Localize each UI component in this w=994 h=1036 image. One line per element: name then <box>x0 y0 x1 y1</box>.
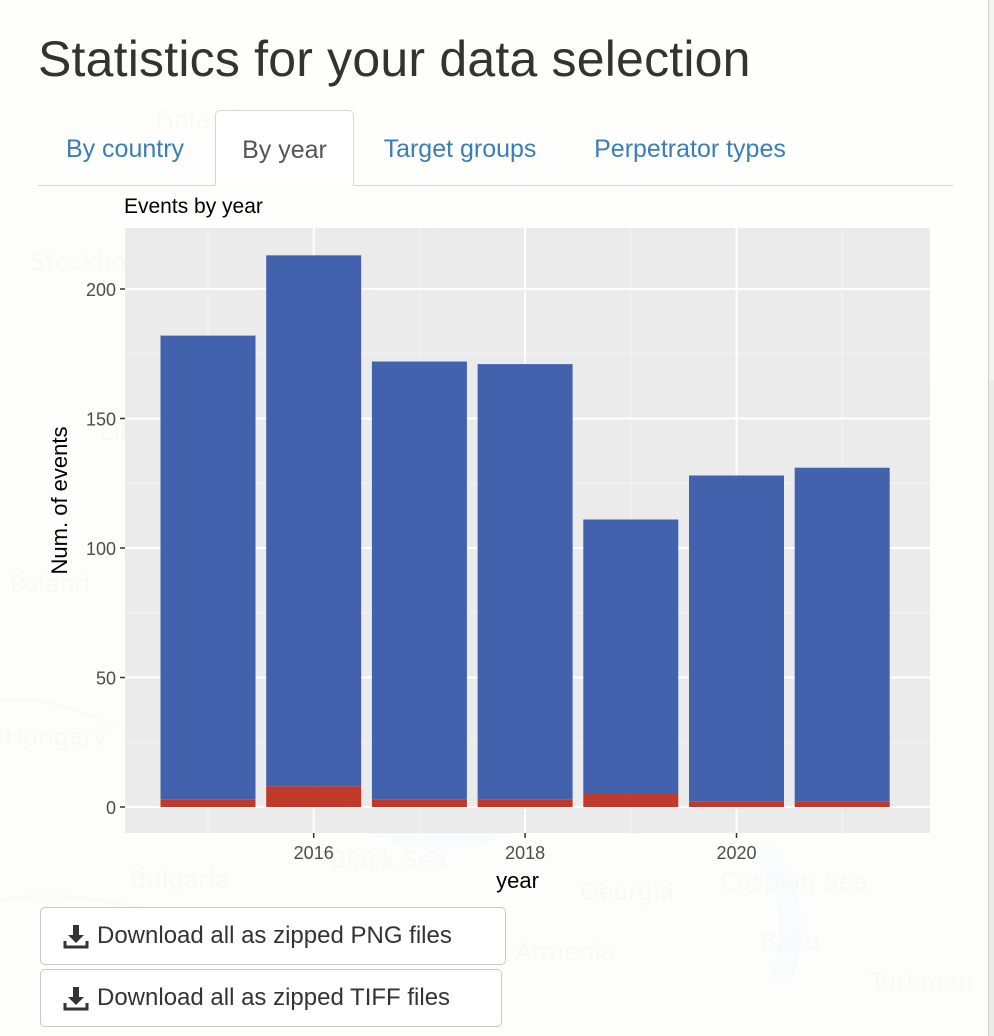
bar-2018-segment-0 <box>477 799 573 807</box>
bar-2021-segment-0 <box>794 801 890 807</box>
download-tiff-label: Download all as zipped TIFF files <box>97 984 451 1011</box>
events-by-year-chart: Events by year 0 50 100 150 200 2016 2018 2020 ye… <box>30 188 940 898</box>
x-tick-label: 2020 <box>716 843 756 863</box>
y-axis-label: Num. of events <box>47 427 72 575</box>
bar-2019-segment-1 <box>583 519 679 795</box>
bar-2021-segment-1 <box>794 467 890 802</box>
y-tick-label: 0 <box>106 798 116 818</box>
download-icon <box>63 925 89 949</box>
bar-2017-segment-0 <box>371 799 467 807</box>
bar-2017-segment-1 <box>371 361 467 800</box>
tab-bar: By country By year Target groups Perpetr… <box>38 110 953 186</box>
x-tick-label: 2016 <box>294 843 334 863</box>
tab-by-country[interactable]: By country <box>65 135 185 163</box>
bar-2016-segment-1 <box>266 255 362 787</box>
bar-2020-segment-0 <box>689 801 784 807</box>
bar-2019-segment-0 <box>583 794 679 807</box>
download-png-button[interactable]: Download all as zipped PNG files <box>40 907 506 965</box>
download-tiff-button[interactable]: Download all as zipped TIFF files <box>40 969 502 1027</box>
download-png-label: Download all as zipped PNG files <box>97 922 452 949</box>
bar-2020-segment-1 <box>689 475 784 802</box>
x-tick-label: 2018 <box>505 843 545 863</box>
tab-target-groups[interactable]: Target groups <box>383 135 537 163</box>
y-tick-label: 200 <box>86 280 116 300</box>
download-icon <box>63 987 89 1011</box>
bar-2018-segment-1 <box>477 364 573 800</box>
tab-by-year[interactable]: By year <box>215 110 354 186</box>
y-tick-label: 150 <box>86 410 116 430</box>
x-axis-label: year <box>496 868 539 893</box>
bar-2016-segment-0 <box>266 786 362 807</box>
y-tick-label: 100 <box>86 539 116 559</box>
y-tick-label: 50 <box>96 669 116 689</box>
tab-perpetrator-types[interactable]: Perpetrator types <box>594 135 786 163</box>
bar-2015-segment-0 <box>160 799 256 807</box>
chart-title: Events by year <box>124 195 263 218</box>
bar-2015-segment-1 <box>160 335 256 800</box>
page-title: Statistics for your data selection <box>38 31 751 87</box>
